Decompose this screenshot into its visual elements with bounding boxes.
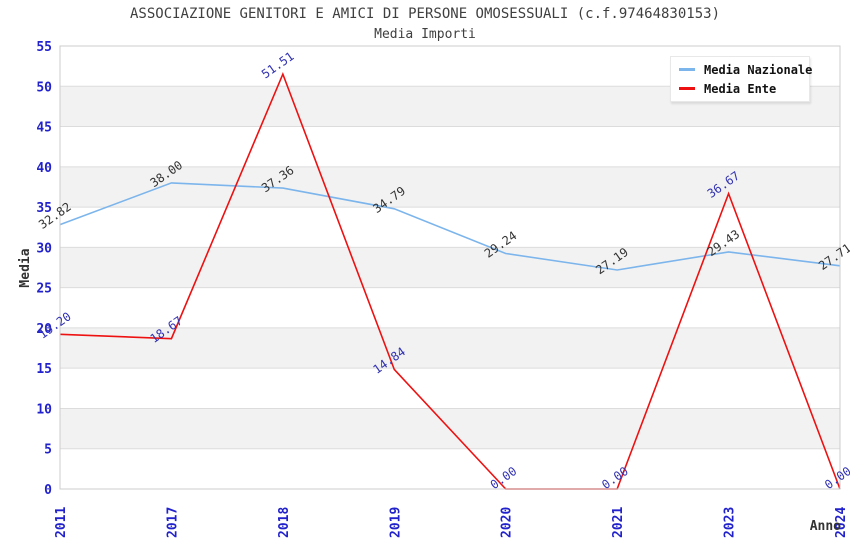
legend-label-media-nazionale: Media Nazionale bbox=[704, 62, 813, 77]
series-line-media-nazionale bbox=[59, 182, 841, 271]
y-tick-label: 45 bbox=[36, 121, 52, 136]
plot-border bbox=[59, 45, 841, 490]
legend: Media Nazionale Media Ente bbox=[670, 56, 813, 102]
x-tick-label: 2024 bbox=[834, 507, 849, 538]
chart-subtitle: Media Importi bbox=[374, 27, 476, 42]
x-tick-label: 2018 bbox=[277, 507, 292, 538]
plot-band bbox=[60, 166, 840, 208]
legend-item-media-ente: Media Ente bbox=[671, 79, 809, 98]
chart-title: ASSOCIAZIONE GENITORI E AMICI DI PERSONE… bbox=[129, 6, 720, 22]
x-tick-label: 2020 bbox=[500, 507, 515, 538]
legend-swatch-media-ente bbox=[679, 87, 695, 90]
y-tick-label: 25 bbox=[36, 282, 52, 297]
y-tick-label: 10 bbox=[36, 402, 52, 417]
x-tick-label: 2021 bbox=[611, 507, 626, 538]
y-tick-label: 30 bbox=[36, 241, 52, 256]
data-label: 0.00 bbox=[822, 464, 850, 492]
legend-label-media-ente: Media Ente bbox=[704, 81, 777, 96]
y-tick-label: 55 bbox=[36, 40, 52, 55]
y-axis-title: Media bbox=[18, 248, 33, 287]
y-tick-label: 35 bbox=[36, 201, 52, 216]
series-line-media-ente bbox=[59, 71, 841, 490]
data-label: 0.00 bbox=[599, 464, 631, 492]
legend-swatch-media-nazionale bbox=[679, 68, 695, 71]
y-tick-label: 20 bbox=[36, 322, 52, 337]
y-tick-label: 50 bbox=[36, 80, 52, 95]
y-tick-label: 40 bbox=[36, 161, 52, 176]
x-tick-label: 2011 bbox=[54, 507, 69, 538]
plot-band bbox=[60, 327, 840, 369]
x-tick-label: 2023 bbox=[723, 507, 738, 538]
x-tick-label: 2017 bbox=[165, 507, 180, 538]
plot-band bbox=[60, 247, 840, 288]
y-tick-label: 15 bbox=[36, 362, 52, 377]
x-axis-title: Anno bbox=[810, 519, 841, 534]
y-tick-label: 5 bbox=[44, 443, 52, 458]
legend-item-media-nazionale: Media Nazionale bbox=[671, 60, 813, 79]
y-tick-label: 0 bbox=[44, 483, 52, 498]
x-tick-label: 2019 bbox=[388, 507, 403, 538]
data-label: 51.51 bbox=[259, 49, 297, 81]
